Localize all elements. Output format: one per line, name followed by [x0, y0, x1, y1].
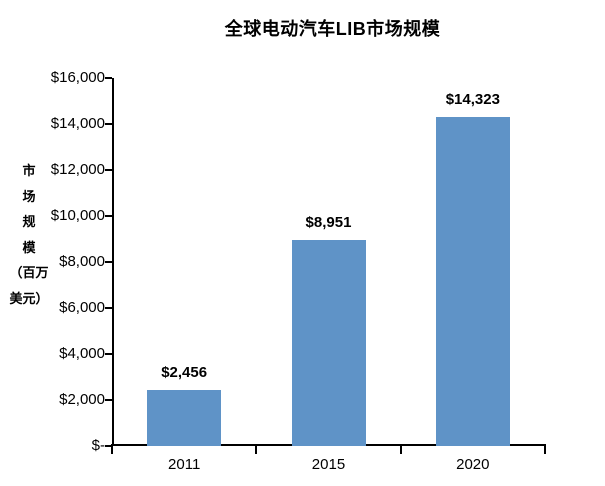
y-axis-tick-label: $12,000: [50, 161, 105, 178]
x-axis-category-label: 2015: [311, 456, 346, 473]
bar-value-label: $2,456: [161, 363, 208, 381]
y-axis-tick-mark: [105, 123, 112, 125]
x-axis-category-label: 2020: [456, 456, 490, 473]
x-axis-tick-mark: [255, 444, 258, 454]
y-axis-tick-mark: [105, 261, 112, 263]
y-axis-title-line: 场: [22, 188, 36, 204]
y-axis-tick-mark: [105, 353, 112, 355]
chart-title: 全球电动汽车LIB市场规模: [224, 19, 441, 39]
y-axis-tick-label: $8,000: [59, 253, 105, 270]
y-axis-tick-label: $4,000: [59, 345, 105, 362]
bar-2020: [435, 116, 510, 446]
y-axis-tick-mark: [105, 307, 112, 309]
y-axis-title-line: 市: [22, 163, 36, 178]
y-axis-tick-label: $16,000: [50, 69, 105, 86]
y-axis-title-line: 模: [22, 239, 36, 255]
y-axis-title-line: 美元）: [9, 290, 49, 306]
y-axis-tick-label: $6,000: [59, 299, 105, 316]
y-axis-title: 市场规模 （百万美元）: [0, 158, 58, 311]
y-axis-tick-label: $-: [91, 437, 105, 454]
y-axis-tick-mark: [105, 169, 112, 171]
x-axis-tick-mark: [399, 444, 402, 454]
bar-value-label: $8,951: [305, 214, 352, 232]
bar-value-label: $14,323: [445, 90, 500, 108]
y-axis-tick-mark: [105, 77, 112, 79]
bar-2015: [291, 240, 366, 446]
y-axis-title-line: 规: [22, 214, 36, 229]
y-axis-tick-label: $10,000: [50, 207, 105, 224]
x-axis-tick-mark: [111, 444, 113, 454]
y-axis-tick-mark: [105, 399, 112, 401]
x-axis-category-label: 2011: [168, 456, 201, 473]
y-axis-tick-mark: [105, 445, 112, 447]
y-axis-tick-label: $14,000: [50, 115, 105, 132]
y-axis-tick-label: $2,000: [59, 391, 105, 408]
bar-2011: [147, 389, 222, 446]
x-axis-tick-mark: [544, 444, 546, 454]
y-axis-tick-mark: [105, 215, 112, 217]
y-axis-title-line: （百万: [9, 265, 49, 280]
